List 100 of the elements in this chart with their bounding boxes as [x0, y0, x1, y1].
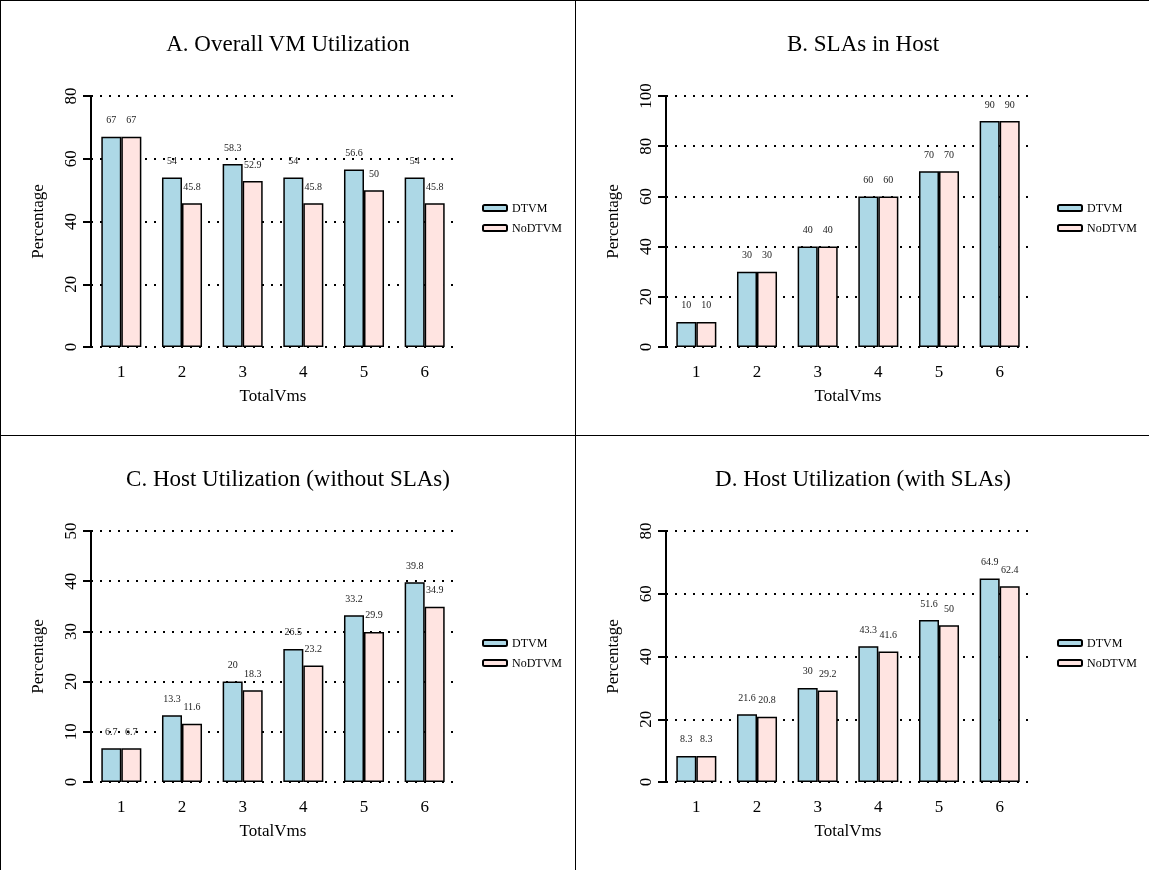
- data-label: 8.3: [679, 733, 693, 745]
- data-label: 70: [943, 148, 954, 160]
- y-tick-label: 40: [635, 648, 655, 665]
- data-label: 6.7: [105, 725, 118, 737]
- legend-label: DTVM: [512, 201, 548, 215]
- data-label: 54: [166, 155, 177, 167]
- data-label: 45.8: [183, 180, 201, 192]
- chart-title: B. SLAs in Host: [786, 31, 940, 56]
- data-label: 43.3: [859, 623, 877, 635]
- x-tick-label: 2: [752, 797, 761, 816]
- data-label: 8.3: [699, 733, 713, 745]
- y-tick-label: 40: [61, 213, 80, 230]
- x-tick-label: 5: [359, 797, 369, 816]
- data-label: 45.8: [304, 180, 323, 192]
- x-tick-label: 6: [420, 797, 429, 816]
- legend-label: NoDTVM: [512, 221, 563, 235]
- data-label: 52.9: [243, 158, 262, 170]
- x-tick-label: 1: [691, 797, 701, 816]
- y-axis-title: Percentage: [28, 184, 47, 259]
- data-label: 30: [802, 665, 813, 677]
- data-label: 23.2: [304, 643, 323, 655]
- data-label: 64.9: [980, 555, 998, 567]
- chart-title: A. Overall VM Utilization: [166, 31, 411, 56]
- y-tick-label: 80: [635, 137, 655, 155]
- y-tick-label: 10: [61, 723, 80, 741]
- data-label: 20: [227, 659, 238, 671]
- data-label: 67: [106, 114, 117, 126]
- y-tick-label: 60: [635, 585, 655, 603]
- data-label: 67: [126, 114, 137, 126]
- chart-title: D. Host Utilization (with SLAs): [714, 466, 1011, 491]
- y-tick-label: 30: [61, 622, 80, 640]
- legend-label: NoDTVM: [1086, 221, 1137, 235]
- data-label: 18.3: [243, 667, 262, 679]
- data-label: 90: [1004, 98, 1015, 110]
- y-tick-label: 80: [61, 87, 80, 105]
- legend-label: DTVM: [1086, 636, 1123, 650]
- x-tick-label: 2: [752, 362, 761, 381]
- data-label: 50: [369, 167, 380, 179]
- data-label: 70: [923, 148, 934, 160]
- y-tick-label: 20: [61, 275, 80, 293]
- y-tick-label: 0: [635, 342, 655, 352]
- data-label: 11.6: [183, 701, 201, 713]
- x-tick-label: 3: [812, 797, 822, 816]
- x-axis-title: TotalVms: [239, 821, 307, 840]
- x-tick-label: 2: [177, 362, 187, 381]
- x-tick-label: 5: [934, 797, 943, 816]
- y-tick-label: 100: [635, 83, 655, 109]
- data-label: 21.6: [737, 691, 756, 703]
- x-axis-title: TotalVms: [814, 821, 881, 840]
- y-axis-title: Percentage: [602, 619, 622, 694]
- data-label: 51.6: [919, 597, 938, 609]
- x-tick-label: 3: [812, 362, 822, 381]
- y-axis-title: Percentage: [602, 184, 622, 259]
- data-label: 40: [822, 224, 833, 236]
- x-tick-label: 6: [994, 362, 1004, 381]
- y-tick-label: 60: [635, 187, 655, 205]
- x-tick-label: 5: [934, 362, 943, 381]
- x-tick-label: 1: [117, 362, 126, 381]
- chart-title: C. Host Utilization (without SLAs): [126, 466, 450, 491]
- x-tick-label: 6: [994, 797, 1004, 816]
- data-label: 60: [882, 173, 893, 185]
- y-tick-label: 20: [635, 710, 655, 728]
- data-label: 56.6: [345, 146, 363, 158]
- y-tick-label: 50: [61, 522, 80, 540]
- x-axis-title: TotalVms: [814, 386, 881, 405]
- data-label: 45.8: [425, 180, 444, 192]
- data-label: 90: [984, 98, 995, 110]
- legend-label: NoDTVM: [1086, 656, 1137, 670]
- y-tick-label: 40: [61, 572, 80, 590]
- data-label: 34.9: [425, 584, 444, 596]
- x-tick-label: 3: [238, 797, 247, 816]
- data-label: 54: [409, 155, 420, 167]
- data-label: 20.8: [757, 694, 776, 706]
- x-tick-label: 6: [420, 362, 429, 381]
- y-tick-label: 0: [61, 777, 80, 787]
- x-tick-label: 1: [117, 797, 126, 816]
- data-label: 58.3: [223, 141, 242, 153]
- data-label: 6.7: [125, 725, 138, 737]
- legend-label: DTVM: [512, 636, 548, 650]
- y-axis-title: Percentage: [28, 619, 47, 694]
- data-label: 62.4: [1000, 563, 1018, 575]
- data-label: 10: [700, 299, 711, 311]
- data-label: 29.2: [818, 667, 836, 679]
- data-label: 26.5: [284, 626, 303, 638]
- x-axis-title: TotalVms: [239, 386, 307, 405]
- x-tick-label: 1: [691, 362, 701, 381]
- data-label: 50: [943, 602, 954, 614]
- legend-label: NoDTVM: [512, 656, 563, 670]
- data-label: 60: [862, 173, 873, 185]
- x-tick-label: 2: [177, 797, 187, 816]
- x-tick-label: 5: [359, 362, 369, 381]
- data-label: 33.2: [345, 592, 363, 604]
- x-tick-label: 4: [873, 797, 883, 816]
- legend-label: DTVM: [1086, 201, 1123, 215]
- data-label: 39.8: [405, 559, 424, 571]
- y-tick-label: 20: [61, 673, 80, 691]
- y-tick-label: 60: [61, 150, 80, 168]
- y-tick-label: 0: [635, 777, 655, 787]
- data-label: 30: [761, 249, 772, 261]
- data-label: 29.9: [365, 609, 383, 621]
